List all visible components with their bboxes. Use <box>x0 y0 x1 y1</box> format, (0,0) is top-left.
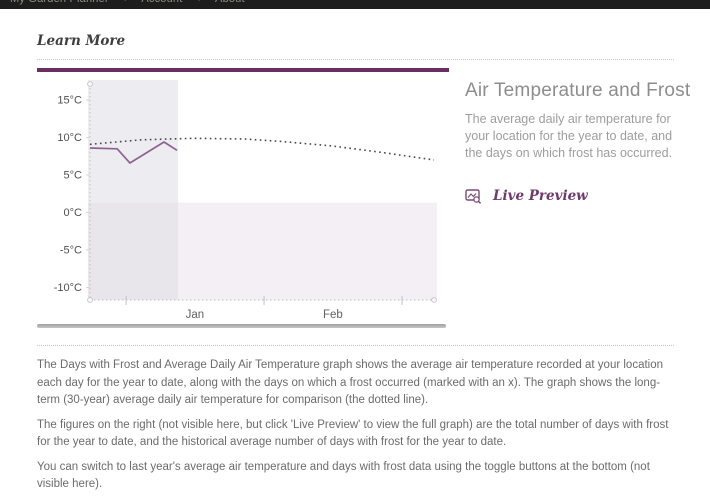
axis-endpoint-marker <box>431 297 437 303</box>
explanation-paragraph-3: You can switch to last year's average ai… <box>37 460 650 491</box>
live-preview-icon <box>465 188 482 204</box>
learn-more-page: { "nav": { "items": ["My Garden Planner"… <box>0 0 710 490</box>
live-preview-label: Live Preview <box>493 188 588 204</box>
nav-item-about[interactable]: About <box>215 0 245 5</box>
y-tick-label: 15°C <box>57 95 82 107</box>
explanation-paragraph-2: The figures on the right (not visible he… <box>37 418 669 449</box>
y-tick-label: 5°C <box>64 170 83 182</box>
axis-endpoint-marker <box>87 297 93 303</box>
y-tick-label: -10°C <box>54 282 82 294</box>
y-tick-label: 10°C <box>57 132 82 144</box>
air-temperature-frost-chart: 15°C 10°C 5°C 0°C -5°C -10°C Jan Feb <box>54 80 437 320</box>
dotted-separator-bottom <box>37 345 674 346</box>
top-nav-bar: My Garden Planner + Account + About <box>0 0 710 9</box>
chart-horizontal-scrollbar[interactable] <box>37 324 446 328</box>
current-temperature-line <box>89 141 178 164</box>
breadcrumb: My Garden Planner + Account + About <box>0 0 710 5</box>
nav-separator: + <box>196 0 203 5</box>
year-to-date-band <box>87 80 179 300</box>
live-preview-link[interactable]: Live Preview <box>465 188 673 204</box>
chart-accent-bar <box>37 68 449 72</box>
y-tick-label: 0°C <box>64 207 83 219</box>
explanation-paragraph-1: The Days with Frost and Average Daily Ai… <box>37 359 664 406</box>
month-label: Feb <box>323 309 343 320</box>
explanation-text: The Days with Frost and Average Daily Ai… <box>37 357 679 501</box>
y-tick-label: -5°C <box>60 244 82 256</box>
info-panel: Air Temperature and Frost The average da… <box>465 80 691 204</box>
axis-endpoint-marker <box>87 81 93 87</box>
long-term-average-line <box>89 137 435 161</box>
chart-title: Air Temperature and Frost <box>465 80 691 101</box>
nav-item-account[interactable]: Account <box>141 0 182 5</box>
dotted-separator-top <box>37 59 674 60</box>
month-label: Jan <box>186 309 205 320</box>
nav-item-my-garden-planner[interactable]: My Garden Planner <box>10 0 109 5</box>
chart-card: 15°C 10°C 5°C 0°C -5°C -10°C Jan Feb <box>37 68 449 328</box>
section-title: Learn More <box>37 33 126 49</box>
nav-separator: + <box>122 0 129 5</box>
chart-description: The average daily air temperature for yo… <box>465 112 673 160</box>
